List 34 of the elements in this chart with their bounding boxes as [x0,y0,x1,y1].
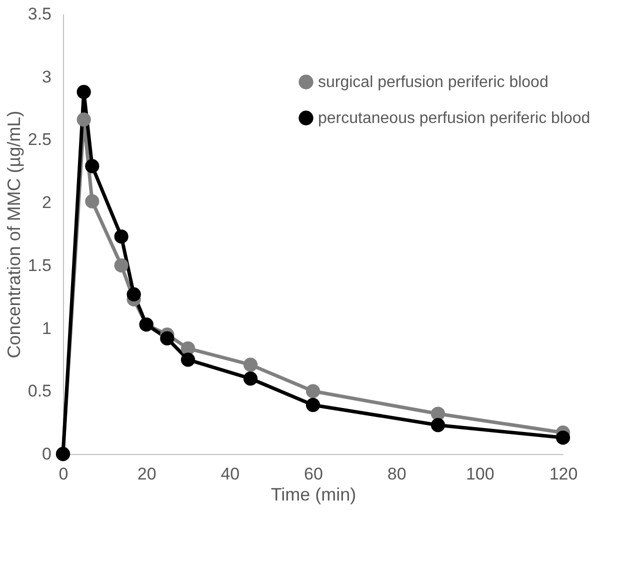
y-tick-label: 1.5 [28,256,52,275]
x-tick-label: 0 [58,464,68,484]
y-tick-label: 3.5 [28,4,52,24]
x-tick-label: 60 [304,464,323,484]
y-tick-label: 3 [42,67,52,86]
y-tick-label: 2.5 [28,130,52,150]
y-axis-title: Concentration of MMC (µg/mL) [4,110,24,358]
x-tick-label: 100 [466,464,494,484]
point [306,398,320,412]
y-tick-label: 1 [42,318,52,338]
point [180,352,196,367]
point [306,384,320,398]
legend-label: percutaneous perfusion periferic blood [318,110,590,127]
point [85,159,100,174]
x-tick-label: 20 [137,464,156,484]
point [126,287,141,302]
point [160,331,174,346]
y-tick-label: 0 [42,444,52,464]
y-tick-label: 2 [42,193,52,212]
point [556,430,570,445]
point [114,229,128,244]
point [85,194,100,208]
point [76,84,91,99]
point [243,372,258,386]
x-axis-title: Time (min) [270,484,356,504]
point [243,358,258,372]
point [76,112,91,127]
legend-label: surgical perfusion periferic blood [318,74,548,91]
point [430,418,446,432]
y-tick-label: 0.5 [28,382,52,401]
x-tick-label: 40 [220,464,240,484]
x-tick-label: 80 [387,464,406,484]
x-tick-label: 120 [549,464,578,484]
point [114,258,128,272]
